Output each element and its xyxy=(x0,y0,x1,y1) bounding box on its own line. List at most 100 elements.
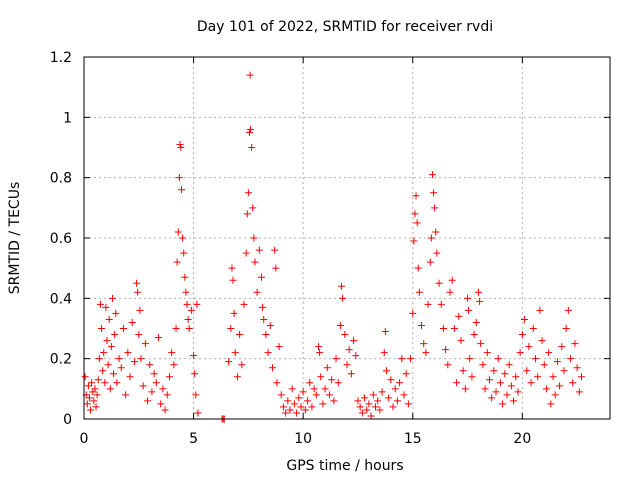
data-point xyxy=(466,355,474,363)
data-point xyxy=(564,306,572,314)
data-point xyxy=(85,394,93,402)
data-point xyxy=(172,325,180,332)
x-tick-label: 10 xyxy=(294,431,312,447)
x-tick-label: 20 xyxy=(513,431,531,447)
data-point xyxy=(243,210,251,218)
data-point xyxy=(477,340,485,348)
data-point xyxy=(345,346,353,354)
data-point xyxy=(378,388,386,396)
data-point xyxy=(316,349,324,357)
data-point xyxy=(435,279,443,287)
data-point xyxy=(102,303,110,311)
data-point xyxy=(290,400,298,408)
data-point xyxy=(170,361,178,369)
data-point xyxy=(176,140,184,148)
data-point xyxy=(101,379,109,387)
data-point xyxy=(128,318,136,326)
data-point xyxy=(562,325,570,332)
data-point xyxy=(180,249,188,257)
data-point xyxy=(193,300,201,308)
data-point xyxy=(510,397,518,405)
data-point xyxy=(246,71,254,79)
data-point xyxy=(556,382,564,390)
data-point xyxy=(464,294,472,302)
y-axis-label: SRMTID / TECUs xyxy=(7,182,23,295)
data-point xyxy=(165,373,173,381)
data-point xyxy=(178,186,186,194)
data-point xyxy=(194,409,202,417)
data-point xyxy=(295,394,303,402)
data-point xyxy=(262,331,270,339)
data-point xyxy=(396,379,404,387)
data-point xyxy=(453,379,461,387)
data-point xyxy=(108,294,116,302)
data-point xyxy=(501,370,509,378)
data-point xyxy=(275,343,283,351)
data-point xyxy=(173,258,181,266)
data-point xyxy=(187,306,195,314)
data-point xyxy=(325,391,333,399)
data-point xyxy=(437,300,445,308)
data-point xyxy=(430,189,438,197)
x-tick-label: 0 xyxy=(80,431,89,447)
data-point xyxy=(163,391,171,399)
data-point xyxy=(297,403,305,411)
data-point xyxy=(139,382,147,390)
data-point xyxy=(286,406,294,414)
data-point xyxy=(352,352,360,360)
x-axis-ticks: 0 5 10 15 20 xyxy=(80,57,531,447)
data-point xyxy=(229,276,237,284)
data-point xyxy=(251,258,259,266)
data-point xyxy=(84,382,92,390)
data-point xyxy=(110,370,118,378)
data-point xyxy=(575,388,583,396)
y-tick-label: 1 xyxy=(63,110,72,126)
data-point xyxy=(279,403,287,411)
x-tick-label: 15 xyxy=(404,431,422,447)
data-point xyxy=(111,331,119,339)
data-point xyxy=(412,192,420,200)
data-point xyxy=(94,376,102,384)
data-point xyxy=(518,331,526,339)
data-point xyxy=(354,397,362,405)
data-point xyxy=(308,403,316,411)
data-point xyxy=(410,237,418,245)
data-point xyxy=(475,288,482,296)
data-point xyxy=(356,403,364,411)
y-tick-label: 1.2 xyxy=(50,50,72,66)
data-point xyxy=(560,367,568,375)
data-point xyxy=(529,325,537,332)
data-point xyxy=(411,210,419,218)
data-point xyxy=(249,204,257,212)
data-point xyxy=(95,355,103,363)
data-point xyxy=(119,325,127,332)
data-point xyxy=(409,309,417,317)
data-point xyxy=(488,394,496,402)
data-point xyxy=(380,349,388,357)
data-point xyxy=(507,382,515,390)
data-point xyxy=(540,361,548,369)
data-point xyxy=(400,391,408,399)
data-point xyxy=(418,321,426,329)
data-point xyxy=(299,388,307,396)
data-point xyxy=(459,367,467,375)
data-point xyxy=(538,337,546,345)
data-point xyxy=(558,343,566,351)
data-point xyxy=(268,364,276,372)
data-point xyxy=(382,367,390,375)
data-point xyxy=(402,370,410,378)
data-point xyxy=(122,391,130,399)
data-point xyxy=(551,391,559,399)
data-point xyxy=(496,379,504,387)
data-point xyxy=(315,343,323,351)
data-point xyxy=(96,300,104,308)
data-point xyxy=(479,361,487,369)
data-point xyxy=(387,376,395,384)
data-point xyxy=(260,315,268,323)
data-point xyxy=(192,391,200,399)
data-point xyxy=(330,397,338,405)
y-tick-label: 0.4 xyxy=(50,291,72,307)
data-point xyxy=(446,288,454,296)
data-point xyxy=(115,355,123,363)
